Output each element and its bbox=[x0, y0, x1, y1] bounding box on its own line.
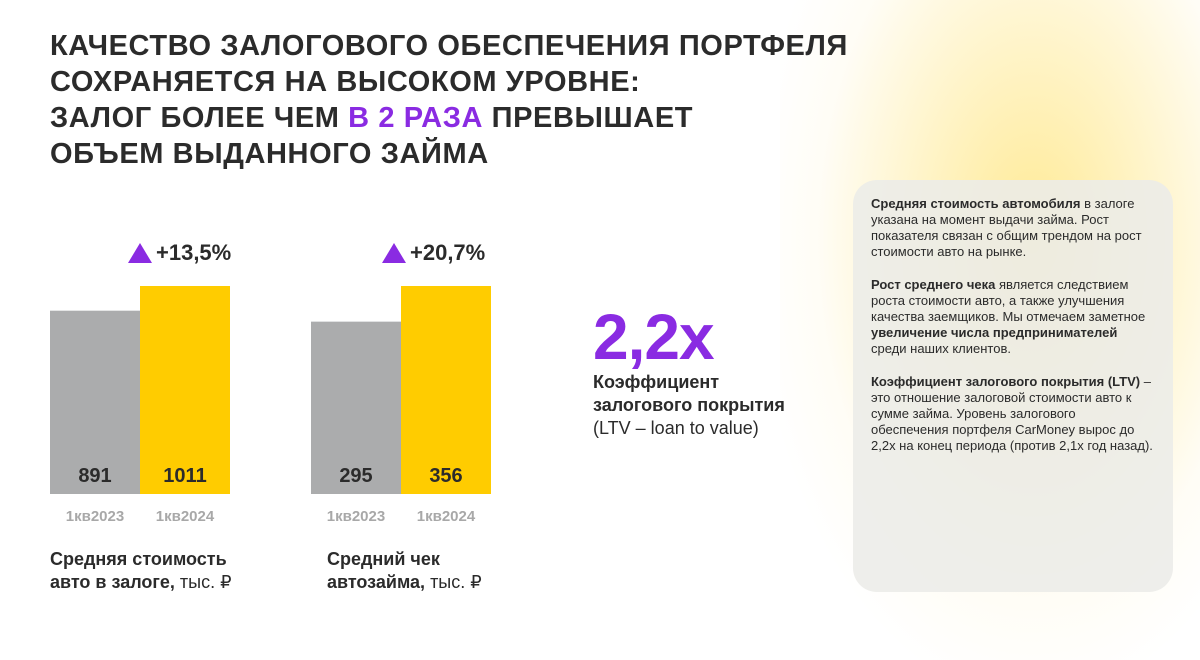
bar-1кв2024 bbox=[140, 286, 230, 494]
caption-line-2: авто в залоге, bbox=[50, 572, 175, 592]
info-paragraph-2: Рост среднего чека является следствием р… bbox=[871, 277, 1155, 357]
x-tick-label: 1кв2023 bbox=[66, 508, 124, 525]
growth-label: +13,5% bbox=[156, 240, 232, 265]
info-paragraph-3: Коэффициент залогового покрытия (LTV) – … bbox=[871, 374, 1155, 454]
ltv-label: Коэффициент залогового покрытия bbox=[593, 371, 785, 417]
p1-bold: Средняя стоимость автомобиля bbox=[871, 196, 1081, 211]
p2-text: является следствием роста стоимости авто… bbox=[871, 277, 1146, 324]
info-paragraph-1: Средняя стоимость автомобиля в залоге ук… bbox=[871, 196, 1155, 260]
chart-avg-loan: +20,7% 295 1кв2023 356 1кв2024 Средний чек … bbox=[311, 230, 551, 592]
p2-bold: Рост среднего чека bbox=[871, 277, 996, 292]
p1-text: в залоге указана на момент выдачи займа.… bbox=[871, 196, 1142, 259]
caption-line-2: автозайма, bbox=[327, 572, 426, 592]
ltv-label-line-1: Коэффициент bbox=[593, 372, 720, 392]
caption-line-1: Средняя стоимость bbox=[50, 549, 227, 569]
title-line-3-end: превышает bbox=[483, 102, 694, 134]
bar-1кв2023 bbox=[311, 321, 401, 494]
p2-bold-2: увеличение числа предпринимателей bbox=[871, 325, 1118, 340]
growth-badge: +20,7% bbox=[382, 240, 485, 266]
bar-1кв2023 bbox=[50, 310, 140, 494]
bar-chart-svg: 295 1кв2023 356 1кв2024 bbox=[311, 286, 491, 525]
page-title: Качество залогового обеспечения портфеля… bbox=[50, 28, 848, 172]
triangle-up-icon bbox=[128, 243, 152, 263]
bar-value-label: 295 bbox=[339, 465, 372, 487]
bar-value-label: 1011 bbox=[163, 465, 206, 487]
triangle-up-icon bbox=[382, 243, 406, 263]
title-highlight: в 2 раза bbox=[348, 102, 484, 134]
growth-label: +20,7% bbox=[410, 240, 486, 265]
title-line-2: сохраняется на высоком уровне: bbox=[50, 66, 641, 98]
growth-badge: +13,5% bbox=[128, 240, 231, 266]
caption-unit: тыс. ₽ bbox=[425, 572, 482, 592]
ltv-subtitle: (LTV – loan to value) bbox=[593, 418, 759, 438]
x-tick-label: 1кв2023 bbox=[327, 508, 385, 525]
caption-line-1: Средний чек bbox=[327, 549, 440, 569]
title-line-3-start: залог более чем bbox=[50, 102, 349, 134]
title-line-1: Качество залогового обеспечения портфеля bbox=[50, 30, 848, 62]
p3-text: – это отношение залоговой стоимости авто… bbox=[871, 374, 1153, 453]
bar-value-label: 891 bbox=[78, 465, 111, 487]
caption-unit: тыс. ₽ bbox=[174, 572, 232, 592]
chart-caption: Средний чек автозайма, тыс. ₽ bbox=[327, 548, 482, 594]
title-line-4: объем выданного займа bbox=[50, 138, 489, 170]
ltv-block: 2,2x Коэффициент залогового покрытия (LT… bbox=[593, 305, 785, 440]
x-tick-label: 1кв2024 bbox=[417, 508, 476, 525]
bar-1кв2024 bbox=[401, 286, 491, 494]
bar-value-label: 356 bbox=[429, 465, 462, 487]
p2-text-2: среди наших клиентов. bbox=[871, 341, 1011, 356]
x-tick-label: 1кв2024 bbox=[156, 508, 215, 525]
p3-bold: Коэффициент залогового покрытия (LTV) bbox=[871, 374, 1141, 389]
ltv-value: 2,2x bbox=[593, 301, 715, 373]
ltv-label-line-2: залогового покрытия bbox=[593, 395, 785, 415]
info-panel: Средняя стоимость автомобиля в залоге ук… bbox=[853, 180, 1173, 592]
chart-caption: Средняя стоимость авто в залоге, тыс. ₽ bbox=[50, 548, 232, 594]
bar-chart-svg: 891 1кв2023 1011 1кв2024 bbox=[50, 286, 230, 525]
chart-avg-car-value: +13,5% 891 1кв2023 1011 1кв2024 Средняя сто… bbox=[50, 230, 290, 592]
